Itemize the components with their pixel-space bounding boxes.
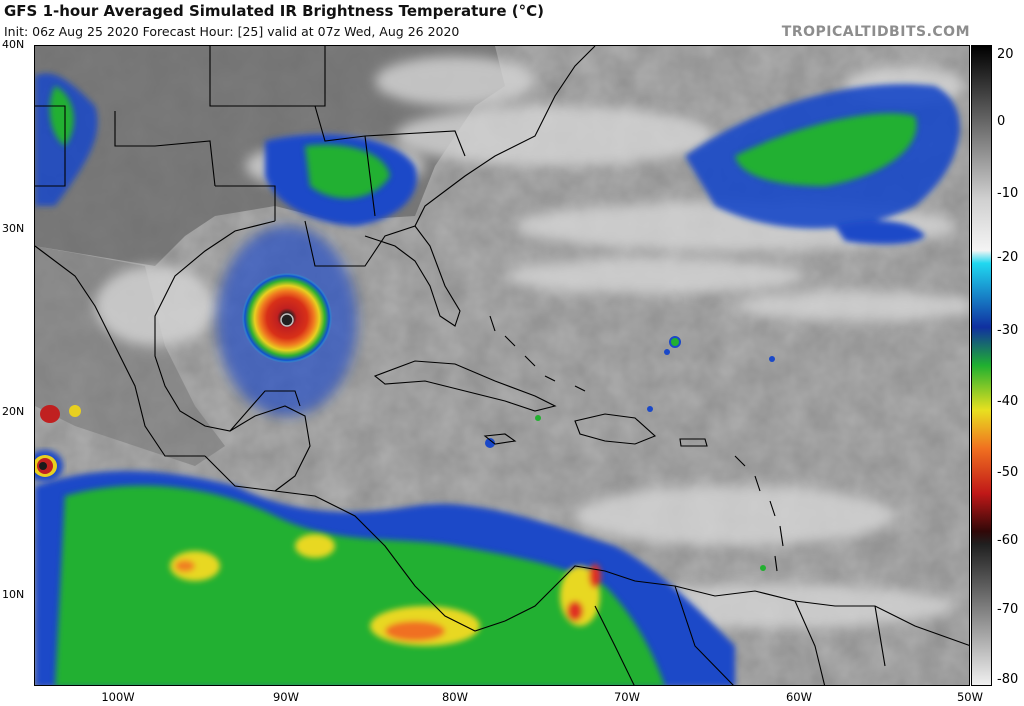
left-edge-storms — [35, 405, 81, 482]
convection-green — [49, 86, 917, 685]
coastlines — [35, 46, 969, 685]
map-canvas — [35, 46, 969, 685]
temperature-colorbar — [971, 45, 992, 686]
colorbar-label: -40 — [997, 394, 1019, 409]
lon-label-50w: 50W — [956, 690, 984, 704]
map-subtitle: Init: 06z Aug 25 2020 Forecast Hour: [25… — [4, 24, 460, 39]
colorbar-label: -60 — [997, 533, 1019, 548]
hurricane-laura — [217, 226, 357, 416]
convection-yellow-orange — [170, 534, 601, 646]
colorbar-label: -30 — [997, 323, 1019, 338]
colorbar-label: -10 — [997, 186, 1019, 201]
brand-watermark: TROPICALTIDBITS.COM — [781, 24, 970, 40]
lon-label-70w: 70W — [613, 690, 641, 704]
colorbar-label: -80 — [997, 672, 1019, 687]
lat-label-20n: 20N — [2, 405, 25, 418]
colorbar-label: -20 — [997, 250, 1019, 265]
lat-label-10n: 10N — [2, 588, 25, 601]
colorbar-gradient — [972, 46, 991, 685]
map-title: GFS 1-hour Averaged Simulated IR Brightn… — [4, 2, 544, 20]
lon-label-90w: 90W — [272, 690, 300, 704]
lon-label-80w: 80W — [441, 690, 469, 704]
small-cells — [485, 336, 775, 571]
lon-label-60w: 60W — [785, 690, 813, 704]
colorbar-label: -50 — [997, 465, 1019, 480]
colorbar-label: -70 — [997, 602, 1019, 617]
lat-label-30n: 30N — [2, 222, 25, 235]
colorbar-label: 20 — [997, 47, 1014, 62]
colorbar-label: 0 — [997, 114, 1006, 129]
satellite-ir-map — [34, 45, 970, 686]
lat-label-40n: 40N — [2, 38, 25, 51]
lon-label-100w: 100W — [101, 690, 135, 704]
mexico-land — [35, 246, 225, 466]
